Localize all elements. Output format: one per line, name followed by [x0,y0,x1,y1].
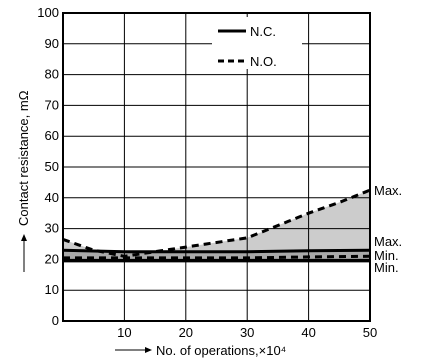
x-axis-title-group: No. of operations,×10⁴ [115,343,286,358]
x-tick-label: 20 [179,325,193,340]
plot-frame [62,12,371,322]
series-line-nc-max [62,248,371,254]
range-fill-envelope [63,190,370,261]
x-tick-label: 40 [301,325,315,340]
y-tick-labels: 0 10 20 30 40 50 60 70 80 90 100 [37,5,59,328]
legend: N.C. N.O. [212,17,302,69]
x-tick-labels: 10 20 30 40 50 [117,325,377,340]
y-tick-label: 20 [45,251,59,266]
annot-no-max: Max. [374,183,402,198]
y-tick-label: 80 [45,67,59,82]
y-tick-label: 100 [37,5,59,20]
y-tick-label: 0 [52,313,59,328]
y-tick-label: 40 [45,190,59,205]
series-lines [62,188,371,263]
legend-label-nc: N.C. [250,24,276,39]
annot-nc-min: Min. [374,260,399,275]
y-tick-label: 50 [45,159,59,174]
x-tick-label: 50 [363,325,377,340]
y-tick-label: 90 [45,36,59,51]
y-tick-label: 10 [45,282,59,297]
x-axis-arrow-head [145,347,152,353]
series-line-no-min [63,254,371,260]
x-axis-title: No. of operations,×10⁴ [156,343,286,358]
y-tick-label: 70 [45,97,59,112]
y-axis-title: Contact resistance, mΩ [16,90,31,226]
x-tick-label: 30 [240,325,254,340]
y-axis-arrow-head [21,234,27,241]
y-tick-label: 60 [45,128,59,143]
x-tick-label: 10 [117,325,131,340]
y-tick-label: 30 [45,221,59,236]
y-axis-title-group: Contact resistance, mΩ [16,90,31,272]
legend-label-no: N.O. [250,54,277,69]
annot-no-min: Min. [374,248,399,263]
series-line-no-max [62,188,371,258]
annot-nc-max: Max. [374,234,402,249]
gridlines [63,13,370,321]
legend-box [212,17,302,69]
